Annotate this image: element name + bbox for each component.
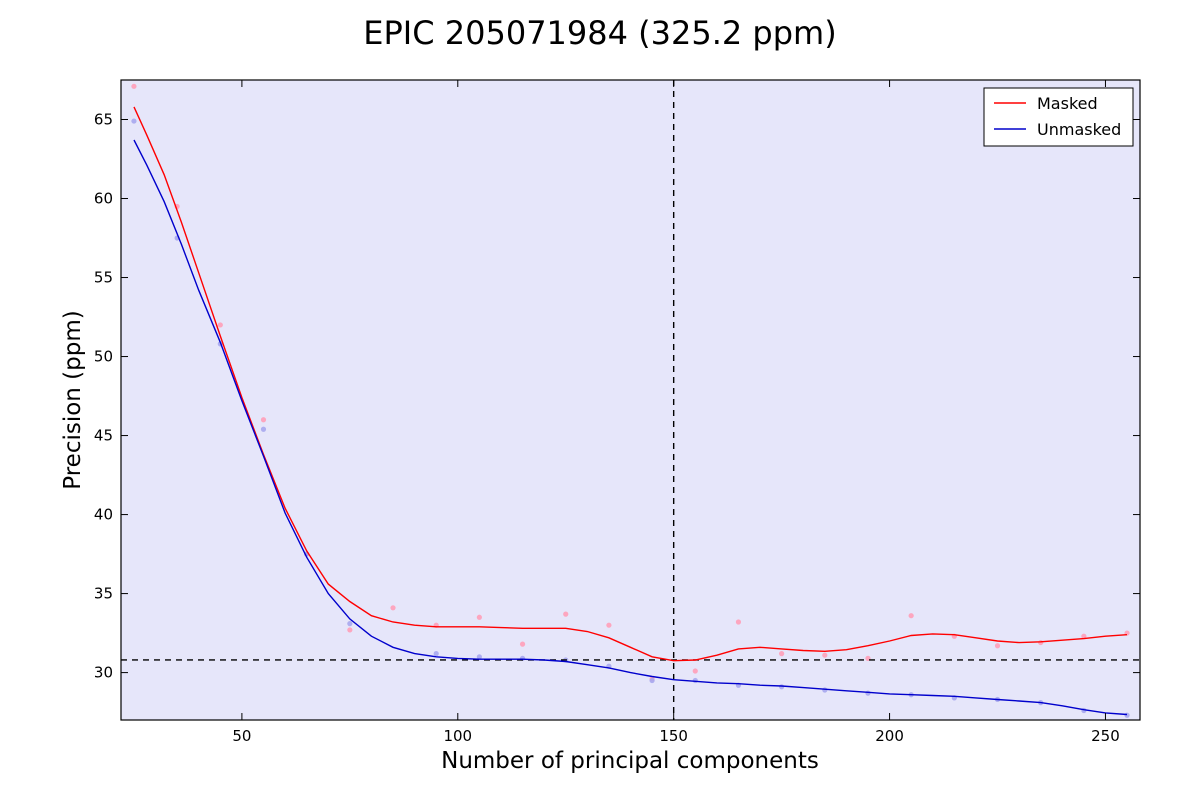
masked-point: [779, 651, 785, 657]
x-tick-label: 50: [232, 727, 251, 745]
masked-point: [476, 614, 482, 620]
y-tick-label: 60: [94, 190, 113, 208]
masked-point: [217, 322, 223, 328]
x-tick-label: 200: [875, 727, 904, 745]
masked-point: [606, 622, 612, 628]
unmasked-point: [260, 426, 267, 432]
y-tick-label: 55: [94, 269, 113, 287]
masked-point: [131, 83, 137, 89]
x-tick-label: 150: [659, 727, 688, 745]
x-tick-label: 250: [1091, 727, 1120, 745]
y-tick-label: 35: [94, 585, 113, 603]
plot-frame: [120, 79, 1141, 721]
masked-point: [822, 652, 828, 658]
unmasked-point: [476, 654, 482, 660]
masked-point: [908, 613, 914, 619]
masked-point: [519, 641, 526, 647]
masked-point: [994, 643, 1001, 649]
x-axis-label: Number of principal components: [441, 748, 819, 774]
masked-point: [692, 668, 698, 674]
legend: Masked Unmasked: [983, 87, 1134, 147]
x-tick-label: 100: [443, 727, 472, 745]
y-tick-label: 40: [94, 506, 113, 524]
unmasked-point: [433, 651, 439, 657]
plot-area: [121, 80, 1140, 720]
unmasked-point: [347, 621, 353, 627]
unmasked-curve: [133, 139, 1128, 716]
masked-point: [390, 605, 396, 611]
masked-point: [563, 611, 569, 617]
masked-point: [735, 619, 742, 625]
unmasked-point: [865, 690, 871, 696]
legend-box: [983, 87, 1134, 147]
masked-point: [1081, 633, 1087, 639]
unmasked-point: [649, 677, 655, 684]
legend-label-unmasked: Unmasked: [1037, 120, 1121, 139]
y-tick-label: 50: [94, 348, 113, 366]
y-tick-label: 30: [94, 664, 113, 682]
masked-point: [260, 417, 267, 423]
legend-label-masked: Masked: [1037, 94, 1098, 113]
masked-point: [347, 627, 353, 633]
unmasked-point: [131, 118, 137, 124]
chart-title: EPIC 205071984 (325.2 ppm): [363, 14, 836, 52]
y-tick-label: 65: [94, 111, 113, 129]
masked-curve: [133, 106, 1128, 662]
y-axis-label: Precision (ppm): [60, 310, 86, 490]
y-tick-label: 45: [94, 427, 113, 445]
unmasked-point: [1124, 712, 1130, 718]
